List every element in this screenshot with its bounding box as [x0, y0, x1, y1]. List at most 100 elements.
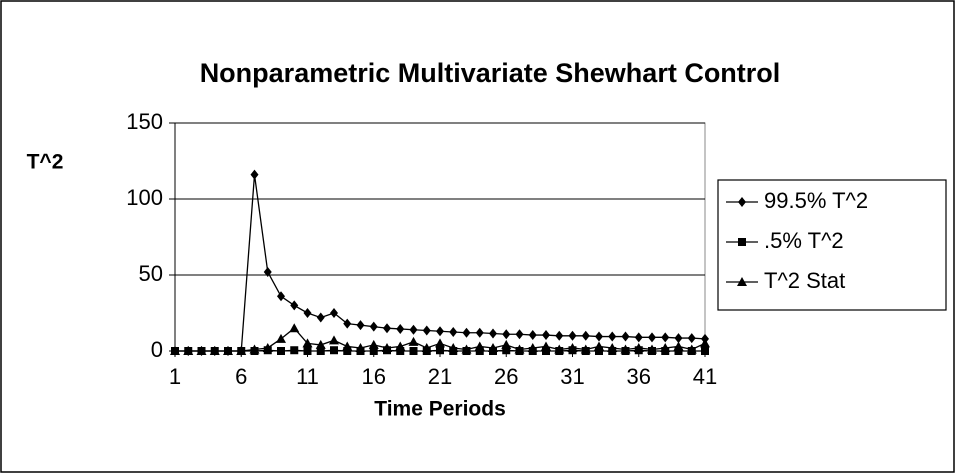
marker	[568, 330, 577, 341]
legend-label: 99.5% T^2	[764, 188, 868, 213]
marker	[342, 341, 353, 351]
x-tick-label: 21	[428, 364, 452, 389]
marker	[700, 338, 710, 348]
marker	[408, 336, 419, 346]
marker	[236, 346, 247, 355]
marker	[356, 320, 365, 331]
marker	[661, 332, 670, 343]
marker	[277, 347, 285, 355]
marker	[462, 327, 471, 338]
x-tick-label: 11	[296, 364, 319, 389]
marker	[686, 344, 697, 354]
marker	[567, 342, 578, 352]
marker	[368, 339, 379, 349]
marker	[489, 328, 497, 339]
marker	[290, 300, 299, 311]
marker	[607, 342, 618, 352]
marker	[502, 346, 511, 355]
marker	[290, 346, 299, 355]
marker	[449, 327, 458, 337]
marker	[343, 347, 352, 355]
marker	[620, 344, 631, 354]
marker	[701, 347, 709, 355]
marker	[541, 341, 551, 351]
marker	[581, 330, 590, 341]
marker	[315, 339, 326, 349]
marker	[674, 347, 683, 355]
marker	[409, 347, 418, 355]
marker	[422, 325, 431, 336]
marker	[647, 344, 657, 354]
marker	[660, 342, 671, 352]
marker	[303, 308, 312, 318]
marker	[249, 344, 260, 354]
marker	[501, 339, 512, 349]
marker	[355, 342, 366, 352]
x-tick-label: 6	[235, 364, 247, 389]
marker	[514, 344, 525, 354]
marker	[595, 347, 603, 355]
marker	[316, 312, 325, 323]
marker	[383, 323, 391, 334]
x-tick-label: 36	[627, 364, 651, 389]
marker	[474, 341, 485, 351]
y-axis-label: T^2	[27, 151, 64, 174]
marker	[209, 346, 220, 355]
marker	[396, 323, 405, 334]
marker	[608, 331, 617, 342]
marker	[262, 342, 273, 352]
chart-title: Nonparametric Multivariate Shewhart Cont…	[200, 58, 781, 88]
marker	[475, 347, 484, 355]
x-axis-label: Time Periods	[374, 398, 506, 421]
marker	[421, 342, 432, 352]
marker	[409, 324, 418, 335]
marker	[183, 346, 194, 355]
marker	[542, 330, 550, 341]
marker	[528, 330, 537, 341]
marker	[737, 277, 747, 286]
legend-label: T^2 Stat	[764, 268, 845, 293]
y-tick-label: 50	[139, 261, 163, 286]
marker	[594, 341, 604, 351]
marker	[329, 335, 339, 345]
marker	[580, 344, 591, 354]
marker	[302, 338, 313, 348]
marker	[343, 318, 352, 329]
marker	[448, 342, 459, 352]
marker	[316, 347, 325, 355]
marker	[738, 238, 746, 246]
marker	[277, 291, 285, 302]
marker	[330, 308, 338, 318]
marker	[687, 333, 696, 344]
marker	[475, 327, 484, 338]
marker	[436, 346, 444, 355]
marker	[382, 342, 392, 352]
x-tick-label: 41	[693, 364, 717, 389]
marker	[555, 330, 564, 341]
marker	[435, 338, 445, 348]
marker	[396, 347, 405, 355]
marker	[330, 346, 338, 355]
marker	[502, 329, 511, 340]
marker	[303, 347, 312, 355]
marker	[673, 341, 684, 351]
marker	[633, 342, 644, 352]
marker	[634, 332, 643, 343]
marker	[289, 323, 300, 333]
marker	[276, 333, 286, 343]
marker	[738, 197, 746, 207]
marker	[648, 332, 656, 343]
marker	[250, 169, 259, 180]
x-tick-label: 26	[494, 364, 518, 389]
y-tick-label: 150	[126, 109, 163, 134]
marker	[515, 329, 524, 340]
marker	[554, 344, 565, 354]
x-tick-label: 31	[560, 364, 584, 389]
marker	[196, 346, 207, 355]
marker	[369, 347, 378, 355]
marker	[488, 342, 498, 352]
marker	[395, 341, 406, 351]
marker	[527, 342, 538, 352]
marker	[263, 266, 272, 277]
